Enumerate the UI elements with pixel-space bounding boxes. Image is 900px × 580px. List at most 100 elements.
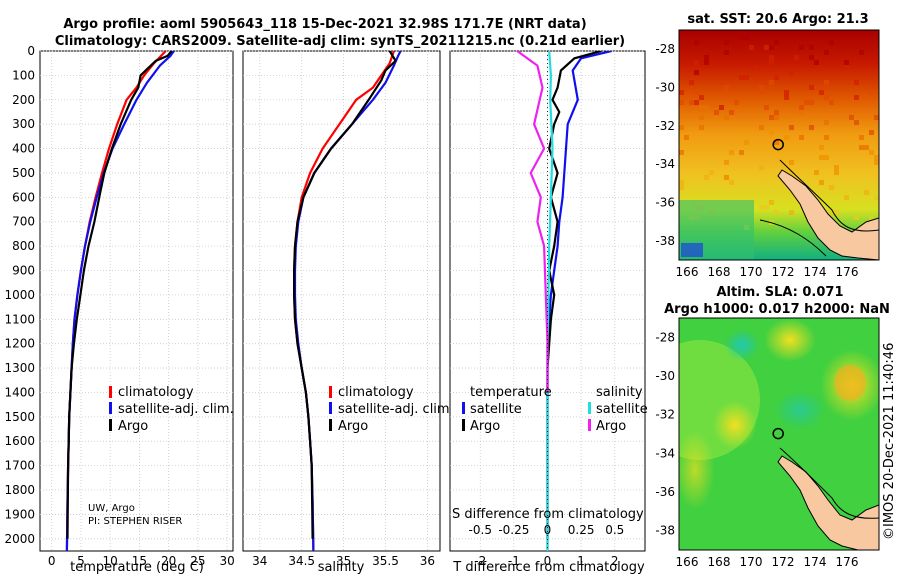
imos-timestamp: ©IMOS 20-Dec-2021 11:40:46 xyxy=(882,343,897,540)
sst-map-title: sat. SST: 20.6 Argo: 21.3 xyxy=(687,12,868,27)
x-tick-label: 0 xyxy=(48,554,56,568)
sst-pixel xyxy=(854,95,859,100)
lon-tick-label: 168 xyxy=(708,555,731,569)
x-tick-label: 2 xyxy=(611,554,619,568)
sst-land xyxy=(777,169,879,260)
x-tick-label: 34.5 xyxy=(288,554,315,568)
lat-tick-label: -34 xyxy=(655,446,675,460)
sst-pixel xyxy=(694,100,699,105)
sst-pixel xyxy=(764,105,769,110)
salinity-axes xyxy=(242,50,441,552)
sst-pixel xyxy=(874,160,879,165)
sst-pixel xyxy=(699,95,704,100)
s-tick-label: 0.5 xyxy=(605,523,624,537)
pressure-tick-labels: 0 100 200 300 400 500 600 700 800 900 1000 1100 1200… xyxy=(4,44,35,546)
sst-pixel xyxy=(864,190,869,195)
legend-t-argo-swatch xyxy=(462,419,465,431)
sst-pixel xyxy=(814,60,819,65)
sst-pixel xyxy=(734,30,739,35)
x-tick-label: 10 xyxy=(103,554,118,568)
salinity-grid xyxy=(243,50,440,551)
sst-pixel xyxy=(809,100,814,105)
sst-pixel xyxy=(679,150,684,155)
sst-pixel xyxy=(844,195,849,200)
series-line xyxy=(516,51,549,393)
sla-lat-tick-labels: -28 -30 -32 -34 -36 -38 xyxy=(655,330,675,537)
sla-map-frame xyxy=(678,317,880,551)
lon-tick-label: 166 xyxy=(676,555,699,569)
y-tick-label: 2000 xyxy=(4,532,35,546)
sst-pixel xyxy=(769,55,774,60)
y-tick-label: 100 xyxy=(12,68,35,82)
sst-pixel xyxy=(774,40,779,45)
sst-pixel xyxy=(749,45,754,50)
sst-map-frame xyxy=(678,29,880,261)
legend-salinity-title: salinity xyxy=(596,385,643,400)
sla-land xyxy=(777,455,879,550)
x-tick-label: 1 xyxy=(577,554,585,568)
sst-pixel xyxy=(859,135,864,140)
sst-pixel xyxy=(824,155,829,160)
y-tick-label: 1900 xyxy=(4,507,35,521)
sst-pixel xyxy=(774,75,779,80)
y-tick-label: 600 xyxy=(12,190,35,204)
sla-map-title-line2: Argo h1000: 0.017 h2000: NaN xyxy=(664,302,890,317)
sst-pixel xyxy=(704,105,709,110)
x-tick-label: 5 xyxy=(77,554,85,568)
sst-pixel xyxy=(784,135,789,140)
sla-low xyxy=(724,329,760,361)
sst-pixel xyxy=(724,175,729,180)
sst-pixel xyxy=(679,125,684,130)
sst-coastline xyxy=(779,159,879,232)
salinity-panel: 34 34.5 35 35.5 36 salinity climatology sate… xyxy=(242,50,454,575)
sla-coastline xyxy=(779,447,879,519)
sst-pixel xyxy=(769,60,774,65)
sst-pixel xyxy=(714,110,719,115)
legend-climatology-label: climatology xyxy=(338,385,414,400)
temperature-series xyxy=(65,51,175,551)
sst-pixel xyxy=(784,90,789,95)
legend-argo-label: Argo xyxy=(338,419,368,434)
sst-pixel xyxy=(769,115,774,120)
sst-pixel xyxy=(719,105,724,110)
lon-tick-label: 174 xyxy=(804,265,827,279)
sst-pixel xyxy=(804,100,809,105)
sst-pixel xyxy=(739,150,744,155)
legend-argo-label: Argo xyxy=(118,419,148,434)
sst-pixel xyxy=(739,75,744,80)
lon-tick-label: 172 xyxy=(772,555,795,569)
sst-pixel xyxy=(699,115,704,120)
sst-pixel xyxy=(729,110,734,115)
sst-pixel xyxy=(759,165,764,170)
sst-pixel xyxy=(769,80,774,85)
sst-pixel xyxy=(694,70,699,75)
sst-pixel xyxy=(789,160,794,165)
sst-pixel xyxy=(849,115,854,120)
series-line xyxy=(66,51,173,539)
lon-tick-label: 168 xyxy=(708,265,731,279)
sst-pixel xyxy=(689,100,694,105)
sst-pixel xyxy=(739,35,744,40)
sst-pixel xyxy=(759,205,764,210)
legend-t-satellite-swatch xyxy=(462,402,465,414)
legend-s-satellite-swatch xyxy=(588,402,591,414)
sst-pixel xyxy=(789,210,794,215)
sst-pixel xyxy=(874,195,879,200)
y-tick-label: 1600 xyxy=(4,434,35,448)
sst-pixel xyxy=(679,185,684,190)
salinity-series xyxy=(293,51,402,551)
sst-pixel xyxy=(679,90,684,95)
sst-pixel xyxy=(704,175,709,180)
y-tick-label: 200 xyxy=(12,93,35,107)
sst-contour xyxy=(759,219,827,257)
sst-pixel xyxy=(699,105,704,110)
difference-grid xyxy=(450,50,645,551)
sst-pixel xyxy=(679,180,684,185)
s-difference-tick-labels: -0.5 -0.25 0 0.25 0.5 xyxy=(469,523,625,537)
sst-pixel xyxy=(709,30,714,35)
legend-satellite-label: satellite-adj. clim. xyxy=(338,402,454,417)
sst-pixel xyxy=(809,55,814,60)
sst-pixel xyxy=(829,185,834,190)
x-tick-label: 25 xyxy=(190,554,205,568)
lat-tick-label: -38 xyxy=(655,234,675,248)
